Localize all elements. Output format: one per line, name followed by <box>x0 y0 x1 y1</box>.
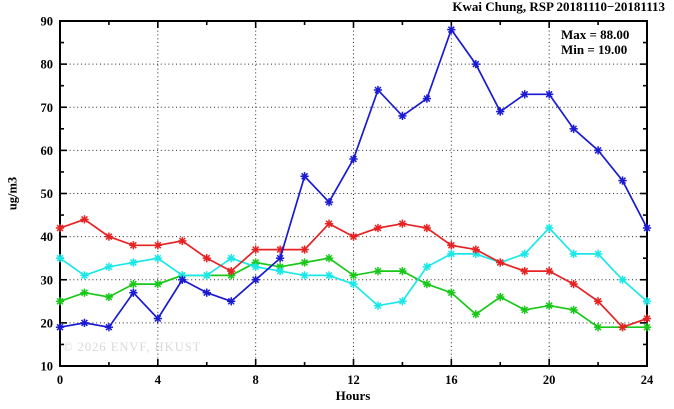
green-series-markers <box>55 254 652 332</box>
cyan-series <box>55 223 652 310</box>
svg-text:30: 30 <box>41 273 54 287</box>
svg-text:20: 20 <box>543 373 556 387</box>
max-annotation: Max = 88.00 <box>561 27 630 42</box>
svg-text:20: 20 <box>41 316 54 330</box>
svg-text:50: 50 <box>41 187 54 201</box>
minmax-annotation: Max = 88.00 Min = 19.00 <box>561 27 629 57</box>
red-series <box>55 215 652 332</box>
green-series <box>55 254 652 332</box>
svg-text:8: 8 <box>253 373 259 387</box>
watermark: © 2026 ENVF, HKUST <box>63 340 202 354</box>
chart-title: Kwai Chung, RSP 20181110−20181113 <box>452 0 665 14</box>
x-axis-label: Hours <box>335 388 371 403</box>
svg-text:24: 24 <box>641 373 654 387</box>
y-axis-label: ug/m3 <box>5 176 20 211</box>
svg-text:0: 0 <box>57 373 63 387</box>
red-series-markers <box>55 215 652 332</box>
svg-text:4: 4 <box>155 373 162 387</box>
svg-text:12: 12 <box>347 373 360 387</box>
svg-text:80: 80 <box>41 58 54 72</box>
min-annotation: Min = 19.00 <box>561 42 628 57</box>
blue-series-markers <box>55 25 652 332</box>
svg-text:16: 16 <box>445 373 458 387</box>
cyan-series-markers <box>55 223 652 310</box>
svg-text:60: 60 <box>41 144 54 158</box>
svg-text:70: 70 <box>41 101 54 115</box>
svg-text:40: 40 <box>41 230 54 244</box>
gridlines <box>62 23 645 364</box>
svg-text:90: 90 <box>41 15 54 29</box>
svg-text:10: 10 <box>41 360 54 374</box>
tick-labels: 10 20 30 40 50 60 70 80 90 0 4 8 12 16 20 24 <box>41 15 655 388</box>
blue-series <box>55 25 652 332</box>
plot-frame <box>59 20 648 367</box>
